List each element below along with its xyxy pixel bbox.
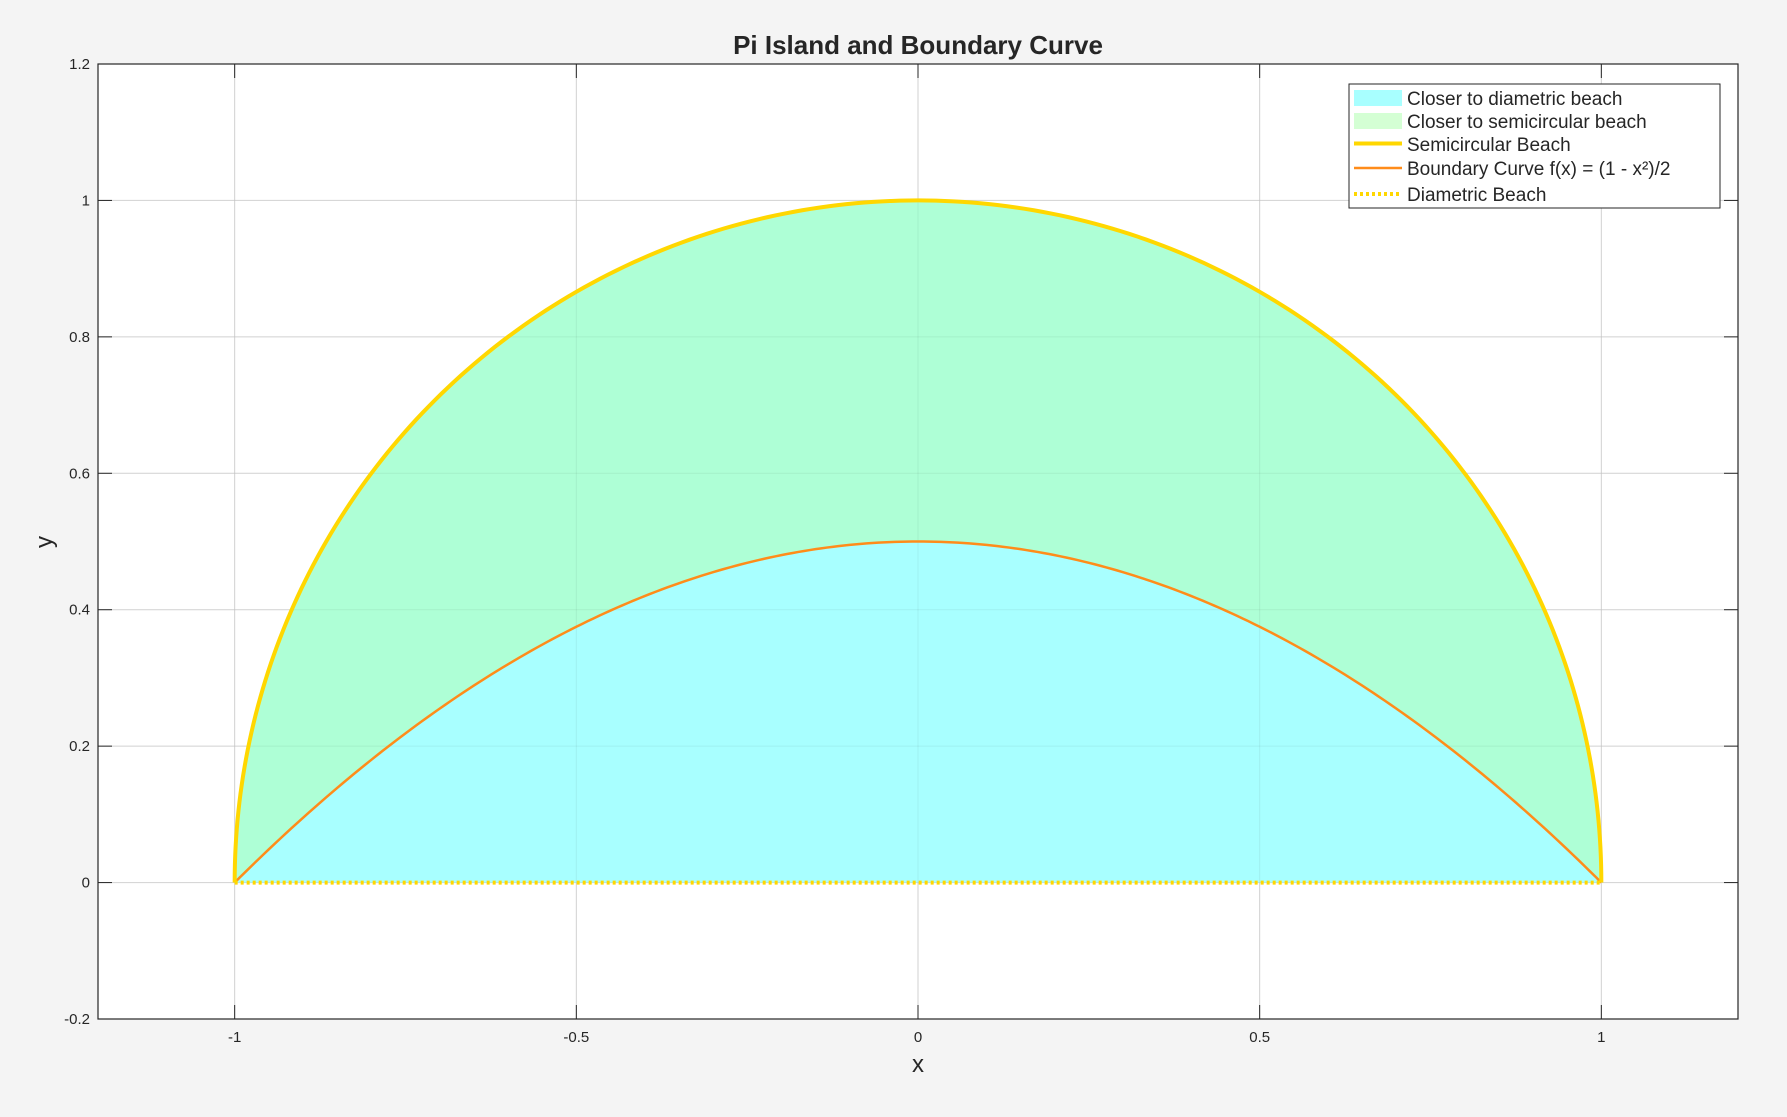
legend-swatch-diametric-fill xyxy=(1354,90,1402,106)
legend-box xyxy=(1348,83,1721,209)
chart-title: Pi Island and Boundary Curve xyxy=(733,30,1103,60)
legend-label-semicircular-fill: Closer to semicircular beach xyxy=(1407,112,1647,133)
legend-swatch-semicircular-fill xyxy=(1354,113,1402,129)
legend-label-semicircle-line: Semicircular Beach xyxy=(1407,135,1571,156)
y-tick-label: 1.2 xyxy=(69,56,90,73)
x-tick-label: 0 xyxy=(914,1029,922,1046)
series-lines xyxy=(232,198,1604,885)
fill-closer-to-diametric-beach xyxy=(234,541,1602,883)
legend-label-boundary-line: Boundary Curve f(x) = (1 - x²)/2 xyxy=(1407,159,1670,180)
y-axis-label: y xyxy=(31,536,58,548)
boundary-curve-line xyxy=(233,540,1603,884)
x-tick-label: -0.5 xyxy=(563,1029,589,1046)
y-tick-label: -0.2 xyxy=(64,1011,90,1028)
legend: Closer to diametric beach Closer to semi… xyxy=(1348,83,1721,209)
y-tick-label: 0.2 xyxy=(69,738,90,755)
y-tick-label: 1 xyxy=(82,192,90,209)
y-tick-label: 0.6 xyxy=(69,465,90,482)
x-tick-label: -1 xyxy=(228,1029,241,1046)
y-tick-label: 0.4 xyxy=(69,602,90,619)
legend-label-diametric-fill: Closer to diametric beach xyxy=(1407,89,1622,110)
y-tick-label: 0.8 xyxy=(69,329,90,346)
semicircular-beach-line xyxy=(232,198,1604,883)
x-tick-label: 1 xyxy=(1597,1029,1605,1046)
x-tick-label: 0.5 xyxy=(1249,1029,1270,1046)
x-axis-label: x xyxy=(912,1051,924,1078)
y-tick-label: 0 xyxy=(82,875,90,892)
axis-ticks: -1 -0.5 0 0.5 1 -0.2 0 0.2 0.4 0.6 0.8 1 1.2 xyxy=(64,56,1738,1046)
legend-label-diametric-line: Diametric Beach xyxy=(1407,185,1546,206)
